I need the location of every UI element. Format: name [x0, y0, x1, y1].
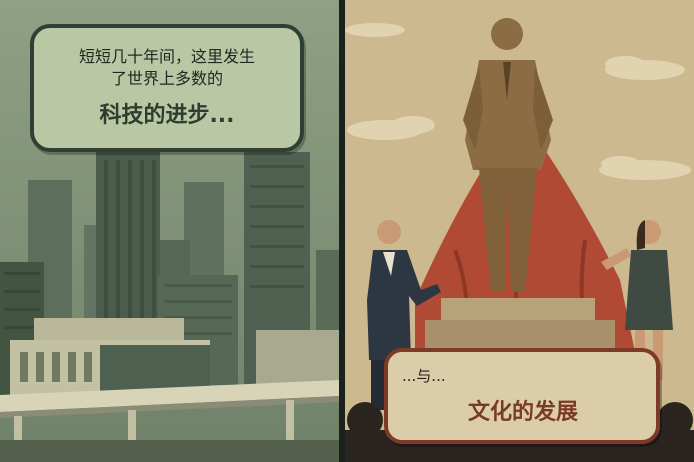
speech-bubble-technology: 短短几十年间，这里发生 了世界上多数的 科技的进步... [30, 24, 304, 152]
caption-prefix: ...与... [402, 367, 446, 385]
panel-technology: 短短几十年间，这里发生 了世界上多数的 科技的进步... [0, 0, 339, 462]
speech-bubble-culture: ...与... 文化的发展 [384, 348, 660, 444]
caption-emphasis-technology: 科技的进步... [99, 103, 235, 128]
panel-divider [339, 0, 345, 462]
caption-line-1: 短短几十年间，这里发生 [78, 47, 255, 66]
panel-culture: ...与... 文化的发展 [345, 0, 694, 462]
caption-emphasis-culture: 文化的发展 [467, 400, 578, 425]
caption-line-2: 了世界上多数的 [110, 69, 223, 88]
